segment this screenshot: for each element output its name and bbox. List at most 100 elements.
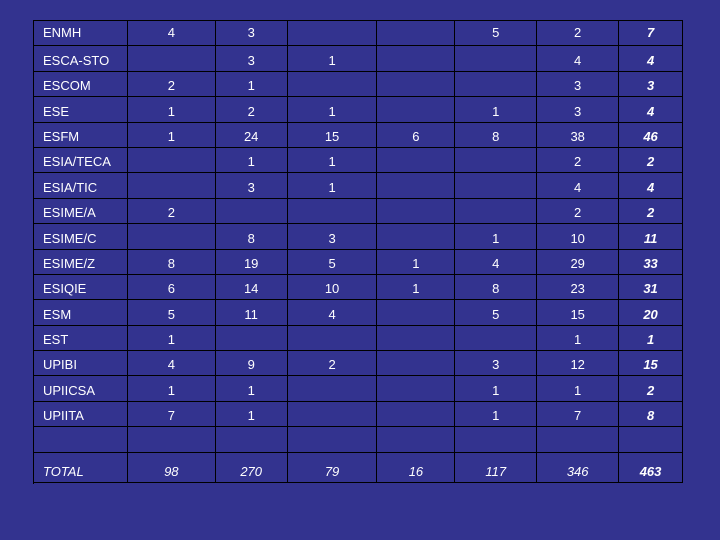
value-cell: 8 (455, 274, 538, 301)
value-cell: 2 (127, 198, 216, 225)
row-label: ESIME/C (34, 224, 128, 250)
row-total-cell: 31 (619, 274, 684, 301)
value-cell: 3 (215, 46, 288, 72)
value-cell: 10 (287, 274, 378, 301)
value-cell (377, 147, 456, 174)
value-cell: 1 (287, 97, 378, 123)
value-cell (127, 224, 216, 250)
value-cell: 1 (287, 46, 378, 72)
value-cell: 270 (215, 452, 288, 483)
table-row: EST 1 1 1 (34, 325, 684, 352)
value-cell (377, 173, 456, 199)
table-row: ENMH 4 3 5 2 7 (34, 21, 684, 47)
value-cell: 1 (455, 97, 538, 123)
value-cell (377, 401, 456, 428)
value-cell: 117 (455, 452, 538, 483)
row-label: ESFM (34, 122, 128, 148)
value-cell: 1 (127, 122, 216, 148)
table-row: UPIITA 7 1 1 7 8 (34, 401, 684, 428)
value-cell (455, 71, 538, 98)
table-row: ESE 1 2 1 1 3 4 (34, 97, 684, 123)
table-row: UPIBI 4 9 2 3 12 15 (34, 351, 684, 377)
value-cell: 1 (127, 376, 216, 402)
row-total-cell: 4 (619, 173, 684, 199)
value-cell: 3 (537, 97, 620, 123)
row-total-cell (619, 427, 684, 453)
row-label: UPIICSA (34, 376, 128, 402)
value-cell (377, 300, 456, 326)
value-cell (377, 97, 456, 123)
row-label: ESIA/TECA (34, 147, 128, 174)
row-total-cell: 1 (619, 325, 684, 352)
table-row: ESIME/Z 8 19 5 1 4 29 33 (34, 249, 684, 275)
row-label: ESM (34, 300, 128, 326)
table-row: ESIME/C 8 3 1 10 11 (34, 224, 684, 250)
value-cell: 1 (215, 71, 288, 98)
value-cell: 7 (127, 401, 216, 428)
value-cell: 1 (287, 147, 378, 174)
value-cell: 4 (537, 173, 620, 199)
value-cell: 2 (537, 198, 620, 225)
row-label: UPIITA (34, 401, 128, 428)
value-cell: 24 (215, 122, 288, 148)
table-row: UPIICSA 1 1 1 1 2 (34, 376, 684, 402)
row-label: ESCOM (34, 71, 128, 98)
value-cell: 5 (455, 21, 538, 47)
value-cell: 1 (377, 274, 456, 301)
value-cell (455, 173, 538, 199)
row-total-cell: 20 (619, 300, 684, 326)
value-cell: 4 (537, 46, 620, 72)
value-cell: 1 (215, 376, 288, 402)
value-cell: 12 (537, 351, 620, 377)
value-cell: 98 (127, 452, 216, 483)
value-cell (455, 325, 538, 352)
value-cell: 14 (215, 274, 288, 301)
value-cell (377, 351, 456, 377)
value-cell (537, 427, 620, 453)
value-cell: 4 (127, 21, 216, 47)
value-cell: 2 (287, 351, 378, 377)
table-row (34, 427, 684, 453)
value-cell: 23 (537, 274, 620, 301)
table-row: ESCOM 2 1 3 3 (34, 71, 684, 98)
table-row: ESIA/TECA 1 1 2 2 (34, 147, 684, 174)
value-cell: 346 (537, 452, 620, 483)
row-total-cell: 15 (619, 351, 684, 377)
value-cell (377, 71, 456, 98)
value-cell: 1 (537, 325, 620, 352)
value-cell (377, 224, 456, 250)
value-cell (215, 427, 288, 453)
value-cell: 15 (287, 122, 378, 148)
value-cell: 1 (127, 97, 216, 123)
data-table: ENMH 4 3 5 2 7 ESCA-STO 3 1 4 4 ESCOM 2 1 3 3 ESE 1 2 1 1 3 4 E… (33, 20, 684, 484)
row-label: ESIQIE (34, 274, 128, 301)
value-cell (127, 46, 216, 72)
value-cell: 5 (127, 300, 216, 326)
value-cell (455, 427, 538, 453)
row-total-cell: 2 (619, 147, 684, 174)
value-cell (127, 427, 216, 453)
value-cell (377, 427, 456, 453)
value-cell (287, 401, 378, 428)
value-cell (287, 376, 378, 402)
value-cell: 1 (377, 249, 456, 275)
value-cell: 79 (287, 452, 378, 483)
value-cell (287, 325, 378, 352)
value-cell (287, 21, 378, 47)
value-cell (215, 198, 288, 225)
row-total-cell: 2 (619, 376, 684, 402)
value-cell: 4 (455, 249, 538, 275)
value-cell: 4 (287, 300, 378, 326)
row-total-cell: 11 (619, 224, 684, 250)
value-cell: 8 (127, 249, 216, 275)
value-cell (127, 173, 216, 199)
row-total-cell: 46 (619, 122, 684, 148)
value-cell: 6 (127, 274, 216, 301)
value-cell (127, 147, 216, 174)
row-total-cell: 2 (619, 198, 684, 225)
row-label: ESIA/TIC (34, 173, 128, 199)
value-cell: 3 (537, 71, 620, 98)
table-row: ESIQIE 6 14 10 1 8 23 31 (34, 274, 684, 301)
row-label: ESE (34, 97, 128, 123)
table-row: ESM 5 11 4 5 15 20 (34, 300, 684, 326)
